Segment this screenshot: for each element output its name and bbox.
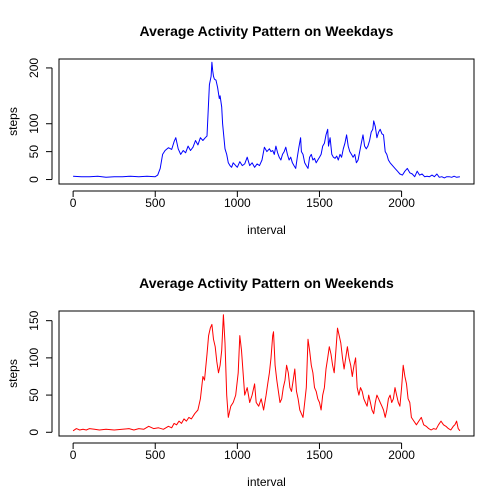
y-tick-label: 150 bbox=[27, 310, 41, 330]
x-axis-label: interval bbox=[247, 475, 286, 489]
y-tick-label: 0 bbox=[27, 176, 41, 183]
x-tick-label: 0 bbox=[70, 196, 77, 210]
y-tick-label: 0 bbox=[27, 429, 41, 436]
series-line bbox=[72, 314, 461, 432]
y-tick-label: 50 bbox=[27, 388, 41, 402]
x-tick-label: 1500 bbox=[306, 448, 333, 462]
y-tick-label: 50 bbox=[27, 145, 41, 159]
x-tick-label: 500 bbox=[145, 196, 165, 210]
x-tick-label: 2000 bbox=[388, 196, 415, 210]
y-tick-label: 100 bbox=[27, 113, 41, 133]
x-axis-label: interval bbox=[247, 223, 286, 237]
chart-title: Average Activity Pattern on Weekdays bbox=[140, 23, 394, 39]
x-tick-label: 1000 bbox=[224, 196, 251, 210]
x-tick-label: 500 bbox=[145, 448, 165, 462]
y-axis-label: steps bbox=[6, 359, 20, 388]
chart-title: Average Activity Pattern on Weekends bbox=[139, 275, 394, 291]
x-tick-label: 1000 bbox=[224, 448, 251, 462]
y-axis-label: steps bbox=[6, 107, 20, 136]
x-tick-label: 0 bbox=[70, 448, 77, 462]
plot-frame bbox=[58, 310, 475, 437]
x-tick-label: 1500 bbox=[306, 196, 333, 210]
plot-frame bbox=[58, 58, 475, 185]
series-line bbox=[73, 61, 460, 179]
y-tick-label: 100 bbox=[27, 348, 41, 368]
x-tick-label: 2000 bbox=[388, 448, 415, 462]
y-tick-label: 200 bbox=[27, 58, 41, 78]
